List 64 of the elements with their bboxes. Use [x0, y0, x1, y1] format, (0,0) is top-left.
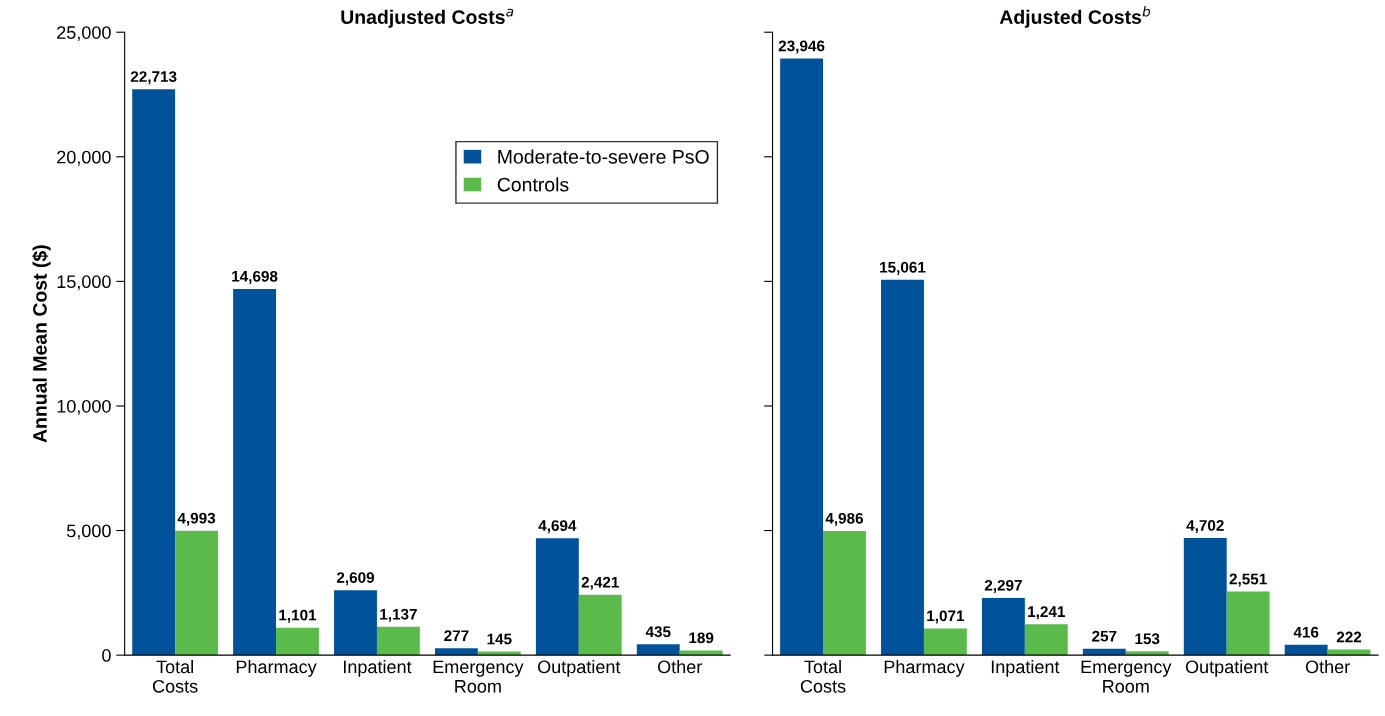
bar — [334, 590, 377, 656]
y-tick-label: 25,000 — [57, 26, 111, 42]
data-label: 435 — [645, 626, 671, 638]
y-tick-label: 10,000 — [57, 399, 111, 415]
bar — [823, 530, 866, 656]
y-tick-label: 5,000 — [67, 524, 111, 540]
bar — [1024, 624, 1068, 656]
y-tick-label: 20,000 — [57, 150, 111, 166]
data-label: 14,698 — [232, 270, 278, 284]
legend-label: Moderate-to-severe PsO — [498, 149, 709, 164]
bar — [376, 626, 420, 656]
bar — [636, 644, 680, 656]
bar — [1226, 591, 1270, 656]
data-label: 1,071 — [927, 610, 965, 624]
data-label: 416 — [1293, 626, 1319, 638]
bar — [981, 597, 1025, 656]
x-tick-label: Pharmacy — [236, 660, 317, 677]
y-tick-label: 15,000 — [57, 275, 111, 291]
data-label: 4,986 — [825, 512, 864, 526]
data-label: 1,241 — [1028, 606, 1065, 620]
bar — [132, 89, 176, 656]
bar — [780, 58, 824, 656]
y-tick-label: 0 — [102, 649, 111, 662]
chart-title: Adjusted Costs$^{b}$ — [999, 6, 1151, 28]
data-label: 153 — [1135, 633, 1160, 645]
bar — [923, 628, 967, 656]
bar — [535, 538, 579, 656]
data-label: 257 — [1092, 630, 1117, 642]
data-label: 2,609 — [336, 572, 375, 586]
x-tick-label: Other — [657, 660, 702, 674]
x-tick-label: Emergency Room — [433, 660, 524, 693]
bar — [1183, 537, 1227, 656]
data-label: 222 — [1336, 631, 1362, 643]
x-tick-label: Inpatient — [991, 660, 1060, 677]
data-label: 277 — [444, 630, 469, 641]
legend-label: Controls — [497, 177, 569, 192]
x-tick-label: Other — [1305, 660, 1350, 674]
data-label: 189 — [689, 632, 714, 644]
chart-title: Unadjusted Costs$^{a}$ — [341, 8, 514, 28]
data-label: 2,297 — [984, 579, 1022, 593]
x-tick-label: Total Costs — [152, 660, 198, 693]
x-tick-label: Inpatient — [343, 660, 412, 677]
data-label: 1,101 — [279, 609, 317, 623]
x-tick-label: Outpatient — [537, 660, 621, 677]
data-label: 4,702 — [1186, 519, 1224, 534]
x-tick-label: Outpatient — [1185, 660, 1269, 677]
bar — [881, 279, 924, 656]
data-label: 4,694 — [538, 520, 577, 534]
data-label: 22,713 — [130, 71, 177, 85]
bar — [578, 594, 622, 656]
data-label: 2,551 — [1229, 573, 1267, 587]
data-label: 145 — [487, 633, 512, 645]
bar — [175, 530, 218, 656]
data-label: 15,061 — [880, 261, 926, 275]
y-axis-title: Annual Mean Cost ($) — [32, 245, 51, 443]
data-label: 4,993 — [177, 512, 216, 526]
bar — [276, 627, 319, 656]
data-label: 23,946 — [778, 40, 825, 54]
bar — [233, 288, 277, 656]
data-label: 2,421 — [581, 576, 619, 590]
x-tick-label: Emergency Room — [1081, 660, 1172, 693]
x-tick-label: Pharmacy — [884, 660, 965, 677]
data-label: 1,137 — [380, 608, 417, 622]
x-tick-label: Total Costs — [800, 660, 846, 693]
